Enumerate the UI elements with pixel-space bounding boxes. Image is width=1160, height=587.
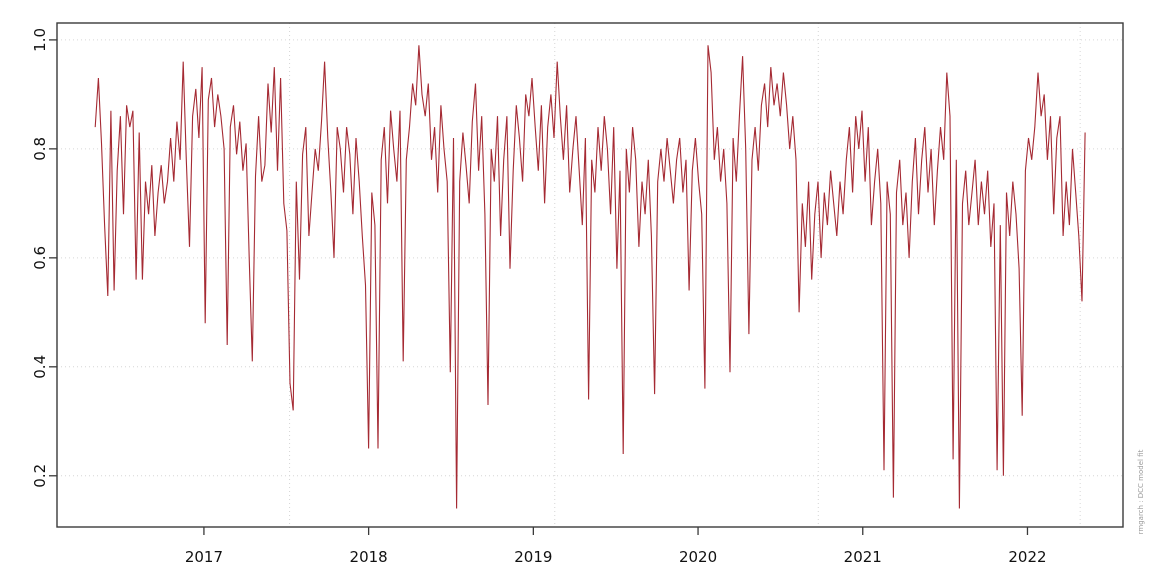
series-line bbox=[94, 45, 1086, 509]
y-tick-label: 0.4 bbox=[31, 355, 49, 379]
watermark-text: rmgarch : DCC model fit bbox=[1137, 449, 1145, 534]
x-tick-label: 2020 bbox=[679, 548, 717, 566]
rmgarch-watermark: rmgarch : DCC model fit bbox=[1137, 449, 1145, 534]
x-tick-label: 2021 bbox=[844, 548, 882, 566]
x-tick-label: 2019 bbox=[514, 548, 552, 566]
plot-box bbox=[56, 22, 1124, 528]
x-tick-label: 2018 bbox=[350, 548, 388, 566]
y-axis: 0.2 0.4 0.6 0.8 1.0 bbox=[31, 28, 57, 488]
y-tick-label: 1.0 bbox=[31, 28, 49, 52]
y-tick-label: 0.8 bbox=[31, 137, 49, 161]
y-tick-label: 0.2 bbox=[31, 464, 49, 488]
x-tick-label: 2017 bbox=[185, 548, 223, 566]
correlation-line bbox=[94, 45, 1086, 509]
x-axis: 2017 2018 2019 2020 2021 2022 bbox=[185, 527, 1047, 566]
plot-border bbox=[56, 22, 1124, 528]
x-tick-label: 2022 bbox=[1008, 548, 1046, 566]
y-tick-label: 0.6 bbox=[31, 246, 49, 270]
